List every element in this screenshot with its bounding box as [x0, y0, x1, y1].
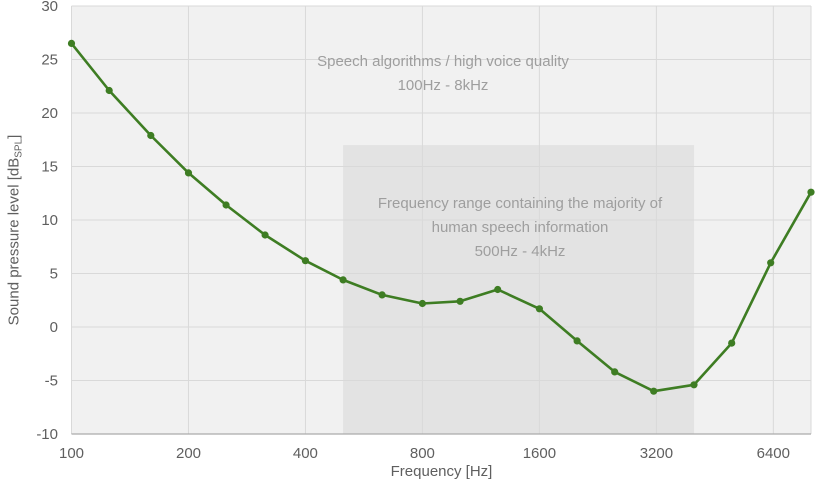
data-point [418, 299, 426, 308]
x-tick-label: 200 [176, 445, 201, 462]
data-point [767, 259, 775, 267]
x-tick-label: 6400 [757, 445, 790, 462]
data-point [807, 188, 815, 196]
y-tick-label: 30 [41, 0, 58, 15]
y-axis-title-subscript: SPL [13, 138, 25, 158]
data-point [611, 368, 619, 376]
y-tick-label: 25 [41, 52, 58, 69]
y-axis-title: Sound pressure level [dBSPL] [6, 135, 25, 326]
data-point [690, 381, 698, 389]
data-point [378, 291, 386, 299]
y-tick-label: 0 [50, 319, 58, 336]
x-tick-label: 800 [410, 445, 435, 462]
x-tick-label: 3200 [640, 445, 673, 462]
y-tick-label: -5 [45, 373, 58, 390]
y-tick-label: 5 [50, 266, 58, 283]
data-point [105, 86, 113, 95]
data-point [535, 305, 544, 313]
data-point [184, 169, 193, 177]
data-point [573, 337, 581, 345]
y-axis-title-suffix: ] [5, 134, 23, 139]
data-point [261, 231, 269, 239]
y-axis-title-text: Sound pressure level [dB [5, 157, 23, 326]
data-point [456, 297, 464, 305]
data-point [494, 285, 502, 294]
x-axis-title: Frequency [Hz] [390, 463, 493, 480]
x-tick-label: 400 [293, 445, 318, 462]
x-tick-label: 100 [59, 445, 84, 462]
data-point [222, 201, 230, 209]
data-point [147, 131, 155, 140]
x-tick-label: 1600 [523, 445, 556, 462]
series-line [70, 42, 813, 393]
data-point [728, 339, 736, 347]
y-tick-label: 10 [41, 212, 58, 229]
data-point [650, 387, 658, 395]
data-point [301, 257, 309, 265]
speech-band [343, 145, 695, 434]
data-point [67, 39, 76, 48]
y-tick-label: -10 [36, 426, 58, 443]
data-point [339, 276, 347, 284]
y-tick-label: 15 [41, 159, 58, 176]
y-tick-label: 20 [41, 105, 58, 122]
